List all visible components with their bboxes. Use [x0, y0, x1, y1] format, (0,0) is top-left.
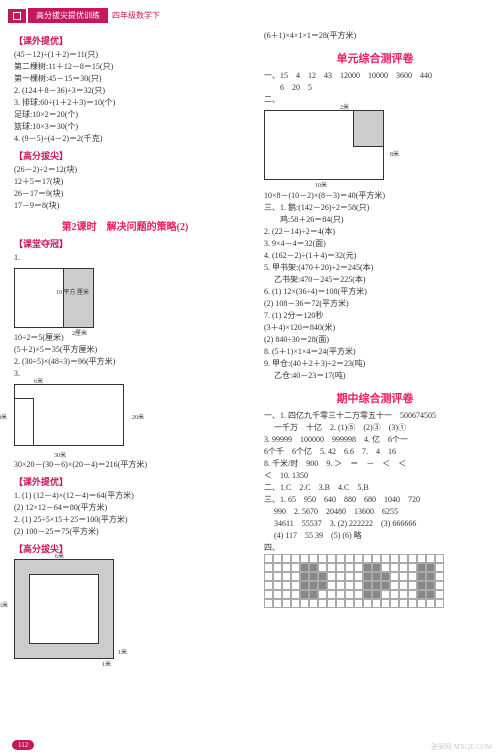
text-line: (2) 100－25＝75(平方米) [14, 526, 236, 538]
text-line: (45－12)÷(1＋2)＝11(只) [14, 49, 236, 61]
page-number: 112 [12, 740, 34, 750]
right-column: (6＋1)×4×1×1＝28(平方米) 单元综合测评卷 一、15 4 12 43… [250, 30, 500, 736]
text-line: 34611 55537 3. (2) 222222 (3) 666666 [264, 518, 486, 530]
test-title: 期中综合测评卷 [264, 390, 486, 406]
text-line: 足球:10×2＝20(个) [14, 109, 236, 121]
section-heading: 【课堂夺冠】 [14, 237, 236, 250]
text-line: 3. 99999 100000 999998 4. 亿 6个一 [264, 434, 486, 446]
text-line: 鸡:58＋26＝84(只) [264, 214, 486, 226]
text-line: 1. [14, 252, 236, 264]
text-line: (26－2)÷2＝12(块) [14, 164, 236, 176]
diagram-label: 1米 [102, 659, 111, 668]
text-line: 8. 千米/时 900 9. ＞ ＝ － ＜ ＜ [264, 458, 486, 470]
diagram-label: 6米 [34, 376, 43, 385]
text-line: 5. 甲书架:(470＋20)÷2＝245(本) [264, 262, 486, 274]
text-line: 10×8－(10－2)×(8－3)＝40(平方米) [264, 190, 486, 202]
text-line: 6. (1) 12×(36÷4)＝108(平方米) [264, 286, 486, 298]
diagram-label: 8米 [390, 149, 399, 158]
text-line: 990 2. 5670 20480 13600 6255 [264, 506, 486, 518]
section-heading: 【高分拔尖】 [14, 149, 236, 162]
diagram-label: 30米 [54, 450, 66, 459]
section-heading: 【课外提优】 [14, 34, 236, 47]
text-line: ＜ 10. 1350 [264, 470, 486, 482]
diagram-label: 6米 [55, 551, 64, 560]
watermark: 答案网 MXQE.COM [431, 742, 492, 752]
text-line: (3＋4)×120＝840(米) [264, 322, 486, 334]
text-line: 1. (1) (12－4)×(12－4)＝64(平方米) [14, 490, 236, 502]
diagram-label: 10 平方 厘米 [56, 287, 89, 296]
diagram-frame: 6米 6米 1米 1米 [14, 559, 114, 659]
text-line: (2) 12×12－64＝80(平方米) [14, 502, 236, 514]
diagram-lshape: 6米 20米 30米 4米 [14, 384, 124, 449]
text-line: (5＋2)×5＝35(平方厘米) [14, 344, 236, 356]
diagram-cutout: 2米 8米 10米 [264, 110, 384, 180]
text-line: 4. (9－5)÷(4－2)＝2(千克) [14, 133, 236, 145]
text-line: 26－17＝9(块) [14, 188, 236, 200]
text-line: 一、1. 四亿九千零三十二万零五十一 500674505 [264, 410, 486, 422]
diagram-label: 2米 [340, 102, 349, 111]
text-line: 7. (1) 2分＝120秒 [264, 310, 486, 322]
diagram-label: 1米 [118, 647, 127, 656]
text-line: (2) 840÷30＝28(面) [264, 334, 486, 346]
diagram-label: 2厘米 [72, 328, 87, 337]
text-line: (6＋1)×4×1×1＝28(平方米) [264, 30, 486, 42]
text-line: 3. 排球:60÷(1＋2＋3)＝10(个) [14, 97, 236, 109]
text-line: 9. 甲仓:(40＋2＋3)÷2＝23(吨) [264, 358, 486, 370]
text-line: 12＋5＝17(块) [14, 176, 236, 188]
text-line: 二、1.C 2.C 3.B 4.C 5.B [264, 482, 486, 494]
text-line: 2. (30÷5)×(48÷3)＝96(平方米) [14, 356, 236, 368]
text-line: 一千万 十亿 2. (1)⑤ (2)③ (3)① [264, 422, 486, 434]
text-line: 一、15 4 12 43 12000 10000 3600 440 [264, 70, 486, 82]
text-line: (4) 117 55 39 (5) (6) 略 [264, 530, 486, 542]
text-line: 3. [14, 368, 236, 380]
diagram-rect: 10 平方 厘米 2厘米 [14, 268, 94, 328]
text-line: (2) 108－36＝72(平方米) [264, 298, 486, 310]
text-line: 乙仓:40－23＝17(吨) [264, 370, 486, 382]
grid-chart [264, 554, 444, 608]
text-line: 2. (124＋8－36)÷3＝32(只) [14, 85, 236, 97]
lesson-title: 第2课时 解决问题的策略(2) [14, 218, 236, 233]
text-line: 篮球:10×3＝30(个) [14, 121, 236, 133]
text-line: 6 20 5 [264, 82, 486, 94]
text-line: 3. 9×4－4＝32(面) [264, 238, 486, 250]
diagram-label: 10米 [315, 180, 327, 189]
section-heading: 【课外提优】 [14, 475, 236, 488]
diagram-label: 20米 [132, 412, 144, 421]
text-line: 乙书架:470－245＝225(本) [264, 274, 486, 286]
diagram-label: 6米 [0, 600, 8, 609]
left-column: 【课外提优】 (45－12)÷(1＋2)＝11(只) 第二棵树:11＋12－8＝… [0, 30, 250, 736]
text-line: 2. (1) 25÷5×15＋25＝100(平方米) [14, 514, 236, 526]
text-line: 三、1. 65 950 640 880 680 1040 720 [264, 494, 486, 506]
text-line: 30×20－(30－6)×(20－4)＝216(平方米) [14, 459, 236, 471]
header-subtitle: 四年级数学下 [112, 10, 160, 21]
content-area: 【课外提优】 (45－12)÷(1＋2)＝11(只) 第二棵树:11＋12－8＝… [0, 30, 500, 736]
text-line: 17－9＝8(块) [14, 200, 236, 212]
diagram-label: 4米 [0, 412, 7, 421]
text-line: 8. (5＋1)×1×4＝24(平方米) [264, 346, 486, 358]
text-line: 四、 [264, 542, 486, 554]
header-title: 高分拔尖提优训练 [28, 8, 108, 23]
text-line: 第二棵树:11＋12－8＝15(只) [14, 61, 236, 73]
text-line: 三、1. 鹅:(142－26)÷2＝58(只) [264, 202, 486, 214]
text-line: 10÷2＝5(厘米) [14, 332, 236, 344]
test-title: 单元综合测评卷 [264, 50, 486, 66]
text-line: 第一棵树:45－15＝30(只) [14, 73, 236, 85]
section-heading: 【高分拔尖】 [14, 542, 236, 555]
text-line: 二、 [264, 94, 486, 106]
text-line: 2. (22－14)÷2＝4(本) [264, 226, 486, 238]
page-header: 高分拔尖提优训练 四年级数学下 [8, 8, 160, 23]
logo-icon [8, 9, 26, 23]
text-line: 6个千 6个亿 5. 42 6.6 7. 4 16 [264, 446, 486, 458]
text-line: 4. (162－2)÷(1＋4)＝32(元) [264, 250, 486, 262]
